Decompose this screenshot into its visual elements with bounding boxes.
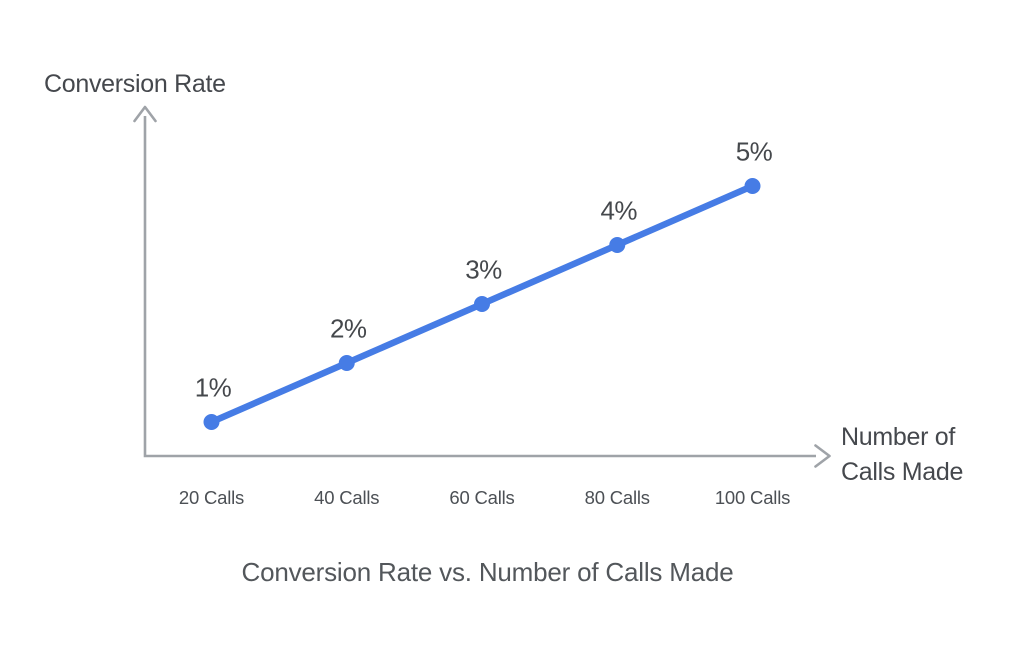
point-label: 4% — [600, 195, 638, 226]
point-label: 2% — [329, 313, 367, 344]
x-axis-title-line2: Calls Made — [841, 458, 964, 486]
point-label: 3% — [465, 254, 502, 285]
point-label: 1% — [194, 372, 232, 403]
y-axis-title: Conversion Rate — [44, 70, 226, 98]
x-axis-title: Number of Calls Made — [841, 420, 963, 490]
x-tick-label: 20 Calls — [178, 487, 245, 508]
x-tick-label: 100 Calls — [714, 487, 791, 508]
axis-lines — [143, 116, 816, 458]
chart-title: Conversion Rate vs. Number of Calls Made — [241, 557, 734, 587]
x-tick-label: 40 Calls — [314, 487, 380, 508]
data-point — [338, 355, 355, 371]
x-axis-title-line1: Number of — [841, 423, 956, 451]
data-point — [474, 296, 490, 312]
point-label: 5% — [735, 136, 773, 167]
y-axis-arrowhead-icon — [133, 105, 157, 123]
x-tick-label: 60 Calls — [449, 487, 515, 508]
x-axis-arrowhead-icon — [814, 444, 831, 468]
data-point — [744, 178, 761, 194]
data-point — [609, 237, 626, 253]
data-point — [203, 414, 220, 430]
x-tick-label: 80 Calls — [584, 487, 650, 508]
